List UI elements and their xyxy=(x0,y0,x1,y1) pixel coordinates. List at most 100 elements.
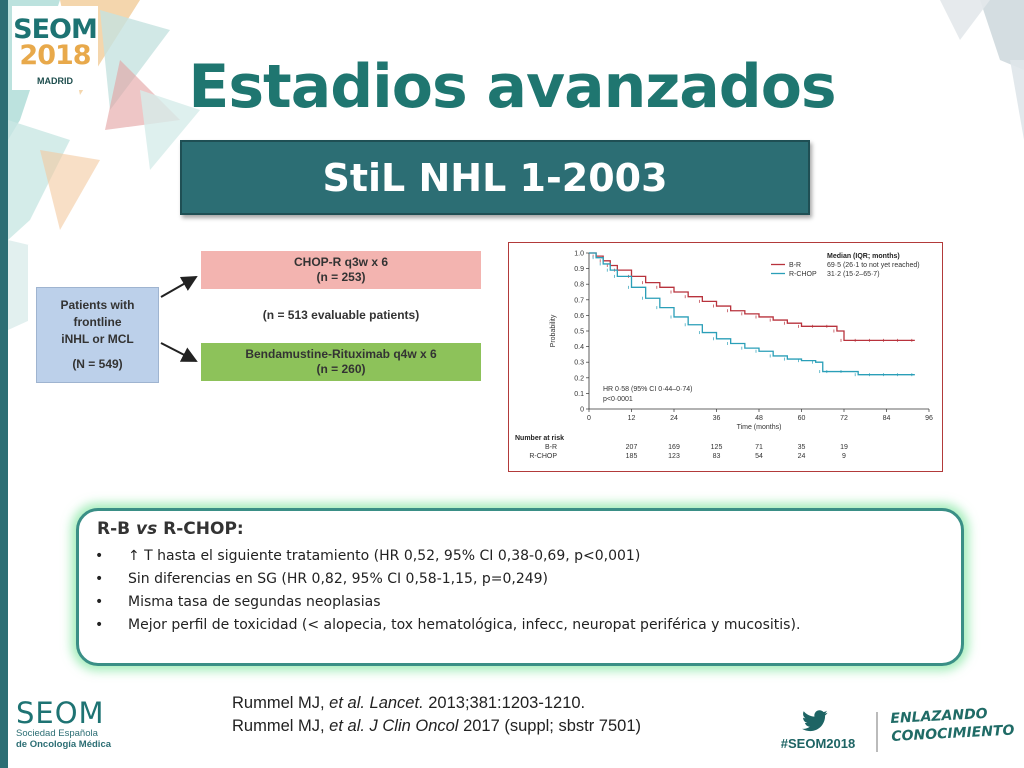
bullet-dot: • xyxy=(95,571,104,587)
risk-value: 169 xyxy=(668,444,680,451)
y-tick-label: 0.3 xyxy=(574,360,584,367)
logo-year-text: 2018 xyxy=(19,40,91,71)
findings-item-text: Mejor perfil de toxicidad (< alopecia, t… xyxy=(128,617,801,633)
patients-box: Patients with frontline iNHL or MCL (N =… xyxy=(36,287,159,383)
risk-table-title: Number at risk xyxy=(515,435,564,442)
p-value: p<0·0001 xyxy=(603,396,633,403)
arm-br-name: Bendamustine-Rituximab q4w x 6 xyxy=(245,347,437,361)
y-tick-label: 1.0 xyxy=(574,251,584,258)
risk-row-label: R-CHOP xyxy=(529,453,557,460)
arm-br-n: (n = 260) xyxy=(316,362,366,376)
patients-n: (N = 549) xyxy=(72,357,123,371)
bullet-dot: • xyxy=(95,617,104,633)
ref1-rest: 2013;381:1203-1210. xyxy=(423,694,586,712)
findings-item: • Sin diferencias en SG (HR 0,82, 95% CI … xyxy=(95,568,800,591)
hazard-ratio: HR 0·58 (95% CI 0·44–0·74) xyxy=(603,386,693,393)
bullet-dot: • xyxy=(95,594,104,610)
risk-value: 83 xyxy=(713,453,721,460)
x-tick-label: 72 xyxy=(840,415,848,422)
seom-word: SEOM xyxy=(16,696,105,730)
y-axis-label: Probability xyxy=(550,314,557,347)
references: Rummel MJ, et al. Lancet. 2013;381:1203-… xyxy=(232,692,641,738)
y-tick-label: 0.6 xyxy=(574,313,584,320)
ref1-etal: et al. Lancet. xyxy=(329,694,424,712)
y-tick-label: 0.4 xyxy=(574,344,584,351)
risk-value: 71 xyxy=(755,444,763,451)
findings-item: • ↑ T hasta el siguiente tratamiento (HR … xyxy=(95,545,800,568)
arm-chop-r-box: CHOP-R q3w x 6 (n = 253) xyxy=(201,251,481,289)
risk-value: 9 xyxy=(842,453,846,460)
findings-item-text: Sin diferencias en SG (HR 0,82, 95% CI 0… xyxy=(128,571,548,587)
risk-row-label: B-R xyxy=(545,444,557,451)
x-tick-label: 96 xyxy=(925,415,933,422)
kaplan-meier-chart: 0 0.1 0.2 0.3 0.4 0.5 0.6 0.7 0.8 0.9 1.0 0 12 24 36 48… xyxy=(508,242,943,472)
x-axis-label: Time (months) xyxy=(737,424,782,431)
y-tick-label: 0.9 xyxy=(574,266,584,273)
risk-value: 123 xyxy=(668,453,680,460)
x-tick-label: 0 xyxy=(587,415,591,422)
patients-line: Patients with xyxy=(60,298,135,312)
logo-city-text: MADRID xyxy=(37,76,73,86)
ref1-authors: Rummel MJ, xyxy=(232,694,330,712)
findings-item: • Mejor perfil de toxicidad (< alopecia, … xyxy=(95,614,800,637)
arm-br-box: Bendamustine-Rituximab q4w x 6 (n = 260) xyxy=(201,343,481,381)
risk-value: 24 xyxy=(798,453,806,460)
arm-chop-r-name: CHOP-R q3w x 6 xyxy=(293,255,389,269)
study-banner-text: StiL NHL 1-2003 xyxy=(322,155,668,200)
risk-value: 54 xyxy=(755,453,763,460)
y-tick-label: 0.7 xyxy=(574,297,584,304)
legend-median: 69·5 (26·1 to not yet reached) xyxy=(827,262,920,269)
patients-line: frontline xyxy=(73,315,122,329)
footer-separator xyxy=(876,712,878,752)
seom-line1: Sociedad Española xyxy=(16,728,98,739)
ref2-authors: Rummel MJ, xyxy=(232,717,330,735)
findings-item: • Misma tasa de segundas neoplasias xyxy=(95,591,800,614)
findings-item-text: ↑ T hasta el siguiente tratamiento (HR 0… xyxy=(128,548,641,564)
risk-value: 125 xyxy=(711,444,723,451)
ref2-etal: et al. J Clin Oncol xyxy=(329,717,459,735)
x-tick-label: 48 xyxy=(755,415,763,422)
km-plot: 0 0.1 0.2 0.3 0.4 0.5 0.6 0.7 0.8 0.9 1.0 0 12 24 36 48… xyxy=(515,251,933,461)
legend-series-name: R-CHOP xyxy=(789,271,817,278)
x-tick-label: 24 xyxy=(670,415,678,422)
x-tick-label: 84 xyxy=(883,415,891,422)
legend-median: 31·2 (15·2–65·7) xyxy=(827,271,880,278)
study-design-diagram: Patients with frontline iNHL or MCL (N =… xyxy=(28,245,494,390)
hashtag: #SEOM2018 xyxy=(780,736,856,751)
y-tick-label: 0.2 xyxy=(574,375,584,382)
risk-value: 185 xyxy=(626,453,638,460)
x-tick-label: 36 xyxy=(713,415,721,422)
risk-value: 19 xyxy=(840,444,848,451)
findings-item-text: Misma tasa de segundas neoplasias xyxy=(128,594,381,610)
legend-title: Median (IQR; months) xyxy=(827,253,900,260)
findings-list: • ↑ T hasta el siguiente tratamiento (HR … xyxy=(95,545,800,637)
findings-box: R-B vs R-CHOP: • ↑ T hasta el siguiente t… xyxy=(76,508,964,666)
slogan: ENLAZANDO CONOCIMIENTO xyxy=(890,704,1015,746)
risk-value: 207 xyxy=(626,444,638,451)
y-tick-label: 0 xyxy=(580,407,584,414)
bullet-dot: • xyxy=(95,548,104,564)
arrow-to-chop-r xyxy=(160,276,198,298)
study-banner: StiL NHL 1-2003 xyxy=(180,140,810,215)
evaluable-patients: (n = 513 evaluable patients) xyxy=(262,308,420,322)
reference-2: Rummel MJ, et al. J Clin Oncol 2017 (sup… xyxy=(232,715,641,738)
reference-1: Rummel MJ, et al. Lancet. 2013;381:1203-… xyxy=(232,692,641,715)
y-tick-label: 0.8 xyxy=(574,282,584,289)
km-line-b-r xyxy=(589,252,915,342)
patients-line: iNHL or MCL xyxy=(61,332,134,346)
y-tick-label: 0.5 xyxy=(574,329,584,336)
legend-series-name: B-R xyxy=(789,262,801,269)
logo-seom-text: SEOM xyxy=(13,14,98,45)
x-tick-label: 60 xyxy=(798,415,806,422)
risk-value: 35 xyxy=(798,444,806,451)
findings-heading: R-B vs R-CHOP: xyxy=(97,519,244,539)
seom-2018-logo xyxy=(12,6,98,90)
heading-b: R-CHOP: xyxy=(157,519,244,539)
arrow-to-br xyxy=(160,342,198,362)
y-tick-label: 0.1 xyxy=(574,391,584,398)
twitter-icon xyxy=(802,710,828,732)
seom-footer-logo: SEOM Sociedad Española de Oncología Médi… xyxy=(16,698,111,750)
seom-line2: de Oncología Médica xyxy=(16,739,112,750)
heading-a: R-B xyxy=(97,519,137,539)
randomization-arrows xyxy=(160,276,198,362)
